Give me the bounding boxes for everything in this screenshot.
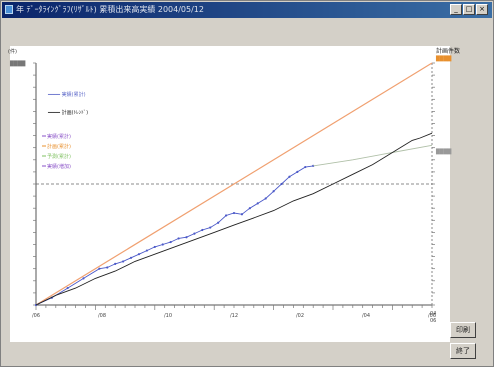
window-title: 年 ﾃﾞｰﾀﾗｲﾝｸﾞﾗﾌ(ﾘｻﾞﾙﾄ) 累積出来高実績 2004/05/12 (16, 5, 204, 14)
x-end-label: 04 (430, 311, 436, 317)
series-line-2 (313, 144, 433, 167)
legend-entry: ━━━━ 実績(累計) (47, 91, 86, 98)
data-point (240, 213, 244, 216)
series-line-0 (35, 62, 433, 306)
legend-entry: ━━━━ 計画(ﾄﾚﾝﾄﾞ) (47, 109, 88, 116)
print-button[interactable]: 印刷 (450, 322, 476, 338)
data-point (209, 226, 212, 229)
right-end-label: ████ (435, 148, 452, 155)
client-area: /06/08/10/12/02/04/06 04 06 (件) ████ 計画件数 ████… (2, 18, 492, 366)
plot-background (10, 46, 450, 342)
legend-entry-2: 実績(増加) (47, 163, 71, 170)
data-point (280, 182, 283, 186)
line-chart: /06/08/10/12/02/04/060406(件)████計画件数████… (8, 47, 460, 324)
data-point (145, 249, 148, 252)
data-point (169, 240, 172, 244)
x-end-label: 06 (430, 318, 436, 324)
data-point (129, 256, 133, 259)
data-point (296, 170, 299, 173)
series-line-3 (35, 132, 433, 306)
right-header-sub: ████ (435, 55, 452, 62)
data-point (137, 253, 141, 256)
minimize-button[interactable]: _ (450, 4, 462, 15)
x-tick-label: /10 (164, 313, 172, 319)
y-unit-label: (件) (8, 48, 17, 55)
data-point (177, 237, 180, 240)
maximize-button[interactable]: □ (463, 4, 475, 15)
x-tick-label: /06 (32, 313, 40, 319)
close-button[interactable]: 終了 (450, 343, 476, 359)
data-point (153, 245, 156, 249)
close-window-button[interactable]: × (476, 4, 488, 15)
right-header-label: 計画件数 (436, 47, 460, 55)
legend-entry-2: 計画(累計) (47, 143, 71, 150)
data-point (224, 214, 228, 217)
data-point (272, 190, 275, 193)
series-line-1 (35, 165, 314, 306)
x-tick-label: /08 (98, 313, 106, 319)
data-point (161, 243, 164, 246)
x-tick-label: /02 (296, 313, 304, 319)
legend-entry-2: 予測(累計) (47, 153, 71, 160)
data-point (185, 236, 188, 239)
data-point (248, 207, 251, 210)
x-tick-label: /06 (428, 313, 436, 319)
legend-entry-2: 実績(累計) (47, 133, 71, 140)
y-max-label: ████ (9, 60, 26, 67)
data-point (256, 202, 259, 205)
data-point (232, 211, 236, 215)
data-point (66, 286, 69, 290)
data-point (82, 277, 85, 280)
data-point (201, 228, 204, 232)
x-tick-label: /12 (230, 313, 238, 319)
title-bar[interactable]: 年 ﾃﾞｰﾀﾗｲﾝｸﾞﾗﾌ(ﾘｻﾞﾙﾄ) 累積出来高実績 2004/05/12 … (2, 2, 492, 18)
data-point (193, 232, 196, 235)
x-tick-label: /04 (362, 313, 370, 319)
data-point (122, 260, 125, 263)
data-point (98, 267, 101, 270)
data-point (106, 266, 109, 269)
data-point (288, 175, 291, 178)
data-point (304, 165, 307, 169)
app-icon (5, 5, 13, 14)
data-point (114, 262, 117, 265)
data-point (264, 197, 267, 200)
data-point (217, 221, 220, 224)
